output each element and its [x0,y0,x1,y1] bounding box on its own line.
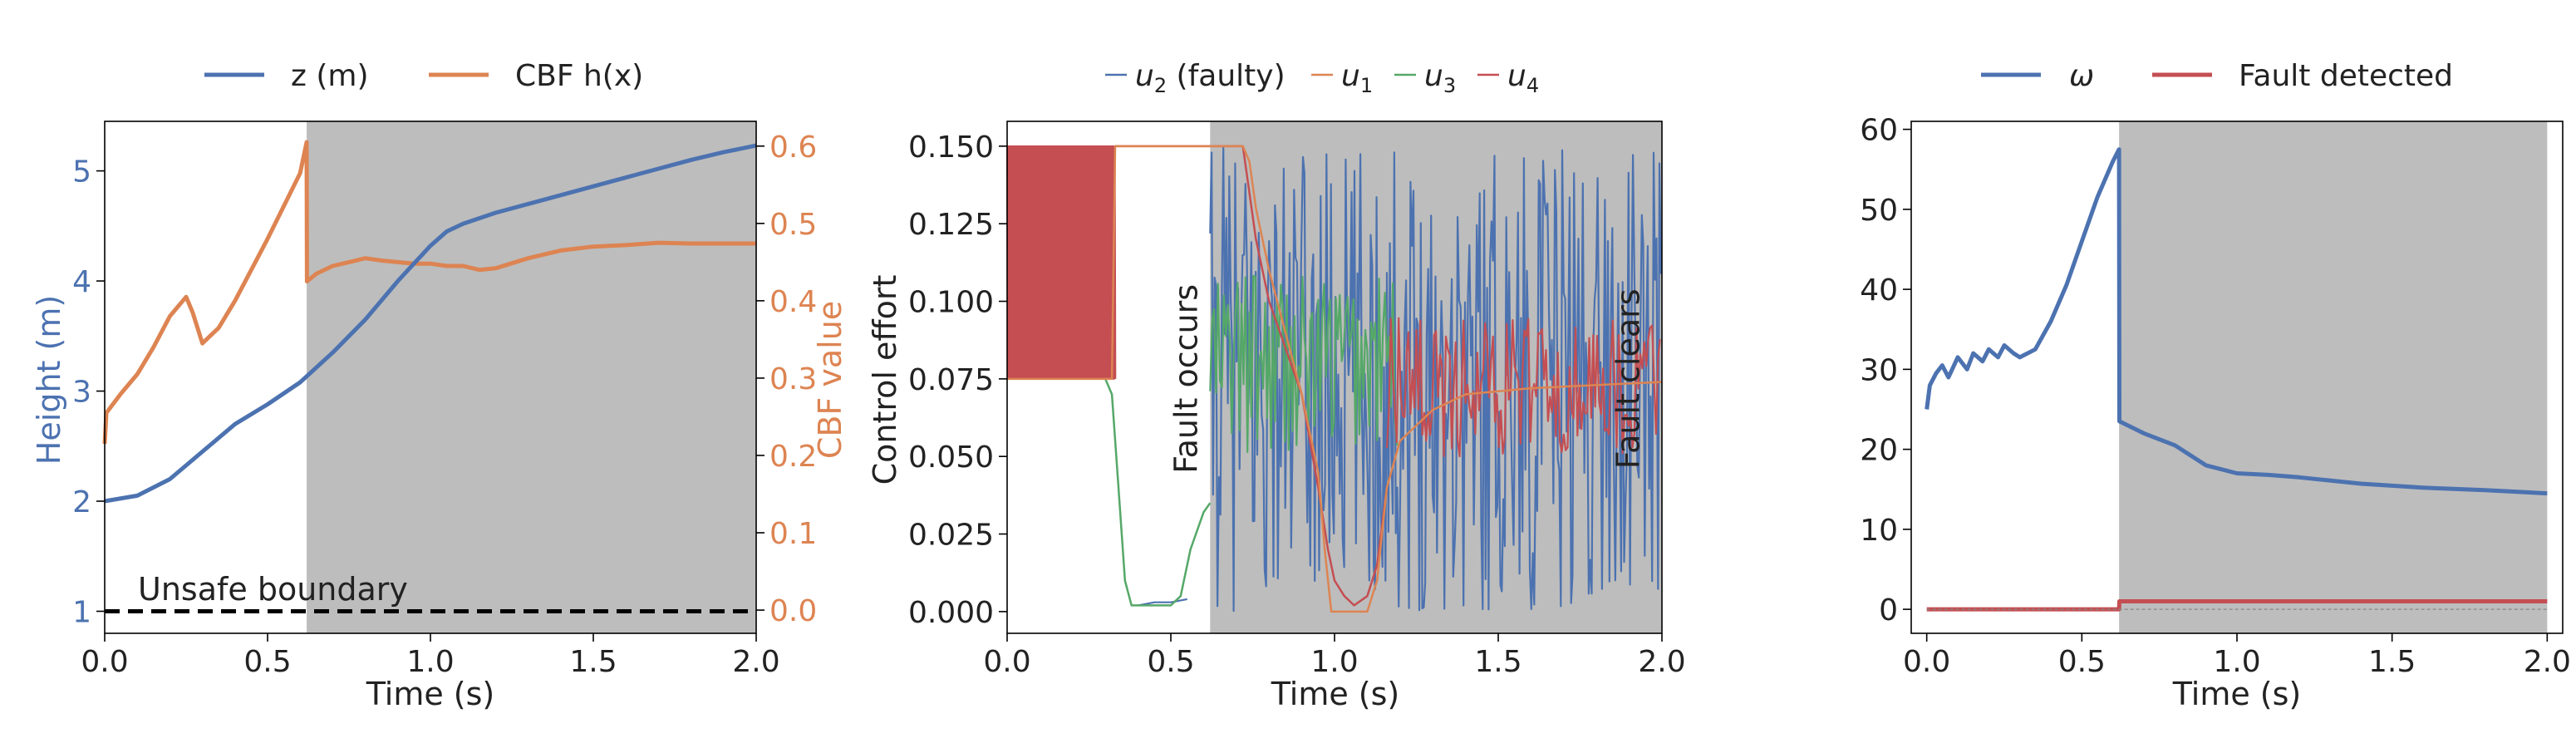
series-z-line [104,143,757,504]
y-tick-label: 10 [1860,514,1898,548]
y-tick-label: 0.025 [908,519,994,553]
x-tick-label: 2.0 [732,645,779,679]
fault-clears-label: Fault clears [1610,288,1647,469]
y-axis-label-left: Height (m) [31,295,67,465]
plot-frame [1006,121,1663,634]
legend-label-subscript: 3 [1443,74,1456,97]
series-layer [102,140,757,504]
legend-label-main: u [1507,59,1526,93]
y-tick-label: 5 [72,155,91,189]
y-axis: 0.000 0.025 0.050 0.075 0.100 0.125 0.150 [908,130,1007,630]
fault-occurs-label: Fault occurs [1168,284,1205,474]
shade-region [2119,121,2548,633]
y-tick-label: 4 [72,265,91,299]
y-tick-label: 30 [1860,353,1898,387]
series-u4-noise [1385,317,1661,458]
y-axis-right: 0.0 0.1 0.2 0.3 0.4 0.5 0.6 [756,130,817,628]
y-axis-label-right: CBF value [812,301,848,459]
series-cbf-line [102,140,756,445]
panel-height: Unsafe boundary 0.0 0.5 1.0 1.5 2.0 1 2 3 4 5 0.… [31,59,848,712]
series-u1-line [1007,145,1663,613]
series-u3-line [1104,378,1212,607]
legend: u2 (faulty) u1 u3 u4 [1105,59,1539,97]
legend-label: u4 [1507,59,1539,97]
panel-omega: 0.0 0.5 1.0 1.5 2.0 0 10 20 30 40 50 60 Time (s) ω… [1860,59,2571,712]
series-u4-band [1006,145,1117,380]
x-tick-label: 0.0 [983,645,1030,679]
legend-label: Fault detected [2239,59,2453,93]
legend-label: z (m) [291,59,369,93]
x-axis: 0.0 0.5 1.0 1.5 2.0 [983,633,1686,679]
x-tick-label: 1.0 [1310,645,1358,679]
y-tick-label: 40 [1860,273,1898,308]
y-tick-label: 50 [1860,194,1898,228]
legend-label-suffix: (faulty) [1167,59,1286,93]
y-tick-label: 0.3 [769,362,817,396]
plot-frame [104,121,757,634]
panel-control: Fault occurs Fault clears 0.0 0.5 1.0 1.5 2.… [867,59,1686,712]
y-tick-label: 0.150 [908,130,994,165]
x-tick-label: 1.5 [2368,645,2416,679]
y-axis-left: 1 2 3 4 5 [72,155,105,630]
legend-label-main: u [1135,59,1154,93]
series-layer [1006,145,1663,613]
y-tick-label: 0.5 [769,208,817,242]
x-tick-label: 0.0 [1903,645,1950,679]
y-tick-label: 1 [72,596,91,630]
y-tick-label: 0.075 [908,363,994,397]
series-u3-noise [1209,274,1399,454]
series-u2-noise [1209,146,1662,613]
x-axis-label: Time (s) [366,676,495,712]
legend-label-subscript: 4 [1526,74,1539,97]
legend-label-main: u [1341,59,1360,93]
legend-label: u3 [1424,59,1456,97]
legend-label: ω [2069,59,2094,93]
series-omega-line [1925,147,2548,496]
x-tick-label: 0.5 [243,645,291,679]
y-tick-label: 20 [1860,434,1898,468]
x-axis-label: Time (s) [1271,676,1400,712]
x-axis-label: Time (s) [2172,676,2302,712]
legend-label-main: u [1424,59,1443,93]
shade-region [307,121,756,633]
legend: z (m) CBF h(x) [204,59,643,93]
x-axis: 0.0 0.5 1.0 1.5 2.0 [81,633,780,679]
y-tick-label: 0.2 [769,440,817,474]
x-tick-label: 0.5 [2058,645,2106,679]
legend-label-subscript: 1 [1360,74,1373,97]
y-tick-label: 0.000 [908,596,994,630]
y-tick-label: 60 [1860,114,1898,148]
x-tick-label: 2.0 [2524,645,2571,679]
y-tick-label: 0.4 [769,285,817,319]
x-tick-label: 1.5 [1474,645,1522,679]
y-tick-label: 2 [72,485,91,519]
x-tick-label: 1.0 [406,645,454,679]
legend-label: u1 [1341,59,1373,97]
x-tick-label: 0.0 [81,645,128,679]
y-axis: 0 10 20 30 40 50 60 [1860,114,1911,627]
plot-frame [1910,121,2564,634]
y-tick-label: 0 [1879,593,1898,627]
x-tick-label: 1.0 [2213,645,2260,679]
legend: ω Fault detected [1981,59,2453,93]
y-tick-label: 0.6 [769,130,817,165]
y-tick-label: 0.050 [908,440,994,475]
series-u2-line [1138,598,1187,607]
legend-label: CBF h(x) [515,59,643,93]
unsafe-boundary-label: Unsafe boundary [138,571,408,608]
x-tick-label: 1.5 [569,645,617,679]
x-axis: 0.0 0.5 1.0 1.5 2.0 [1903,633,2571,679]
legend-label: u2 (faulty) [1135,59,1286,97]
y-tick-label: 3 [72,376,91,410]
x-tick-label: 0.5 [1147,645,1194,679]
x-tick-label: 2.0 [1638,645,1685,679]
y-tick-label: 0.100 [908,286,994,320]
y-tick-label: 0.125 [908,208,994,242]
y-tick-label: 0.1 [769,517,817,551]
y-axis-label: Control effort [867,275,903,485]
y-tick-label: 0.0 [769,594,817,628]
legend-label-subscript: 2 [1154,74,1167,97]
